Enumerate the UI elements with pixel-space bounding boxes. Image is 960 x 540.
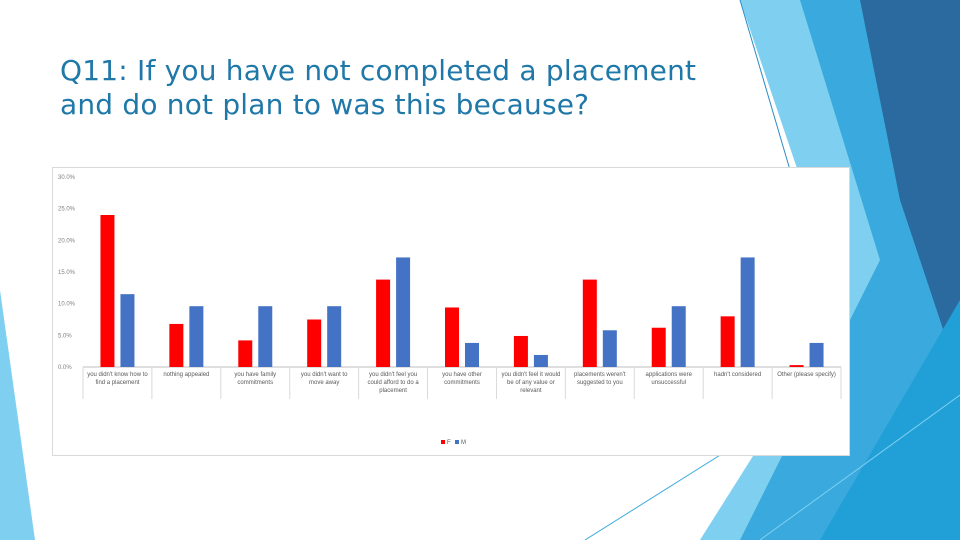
- decor-line-1: [739, 0, 791, 171]
- bar-m: [809, 342, 824, 367]
- bar-f: [238, 340, 253, 367]
- legend-label-f: F: [447, 440, 451, 446]
- slide-title: Q11: If you have not completed a placeme…: [60, 54, 740, 122]
- x-tick-label: you didn't feel it would be of any value …: [501, 372, 560, 394]
- bar-f: [789, 365, 804, 367]
- y-tick-label: 20.0%: [58, 238, 76, 244]
- bar-f: [100, 215, 115, 367]
- bar-f: [376, 279, 391, 367]
- bar-f: [169, 323, 184, 367]
- bar-f: [445, 307, 459, 367]
- chart-container: 0.0% 5.0% 10.0% 15.0% 20.0% 25.0% 30.0% you did…: [52, 167, 850, 456]
- y-tick-label: 30.0%: [58, 175, 76, 181]
- bar-f: [582, 279, 597, 367]
- x-tick-label: hadn't considered: [714, 372, 761, 378]
- y-tick-label: 5.0%: [58, 333, 72, 339]
- y-tick-label: 25.0%: [58, 207, 76, 213]
- bar-f: [720, 316, 735, 367]
- bar-f: [513, 335, 528, 367]
- x-tick-label: applications were unsuccessful: [646, 372, 693, 386]
- y-tick-label: 15.0%: [58, 270, 76, 276]
- slide-title-line-1: Q11: If you have not completed a placeme…: [60, 54, 697, 87]
- bar-m: [465, 342, 479, 367]
- x-tick-label: you didn't want to move away: [301, 372, 348, 386]
- bar-m: [258, 306, 273, 367]
- bar-m: [189, 306, 204, 367]
- legend-swatch-m: [455, 440, 459, 444]
- bar-m: [740, 257, 755, 367]
- bar-m: [671, 306, 686, 367]
- bar-m: [327, 306, 342, 367]
- x-tick-label: placements weren't suggested to you: [574, 372, 626, 386]
- bar-m: [396, 257, 411, 367]
- legend-label-m: M: [461, 440, 466, 446]
- x-tick-label: you have other commitments: [442, 372, 482, 386]
- y-tick-label: 0.0%: [58, 365, 72, 371]
- bar-f: [307, 319, 322, 367]
- decor-left-sliver: [0, 290, 35, 540]
- legend-swatch-f: [441, 440, 445, 444]
- decor-line-2: [759, 394, 960, 540]
- bar-f: [651, 327, 666, 367]
- decor-dark-band: [860, 0, 960, 380]
- y-tick-label: 10.0%: [58, 302, 76, 308]
- x-tick-label: nothing appealed: [163, 372, 209, 378]
- bar-m: [120, 294, 135, 367]
- bar-m: [602, 330, 617, 367]
- slide-title-line-2: and do not plan to was this because?: [60, 88, 590, 121]
- x-tick-label: you didn't know how to find a placement: [87, 372, 148, 386]
- bar-m: [533, 354, 548, 367]
- decor-bottom-band: [820, 300, 960, 540]
- bar-chart: 0.0% 5.0% 10.0% 15.0% 20.0% 25.0% 30.0% you did…: [58, 175, 842, 446]
- x-tick-label: Other (please specify): [777, 372, 836, 378]
- x-tick-label: you have family commitments: [234, 372, 276, 386]
